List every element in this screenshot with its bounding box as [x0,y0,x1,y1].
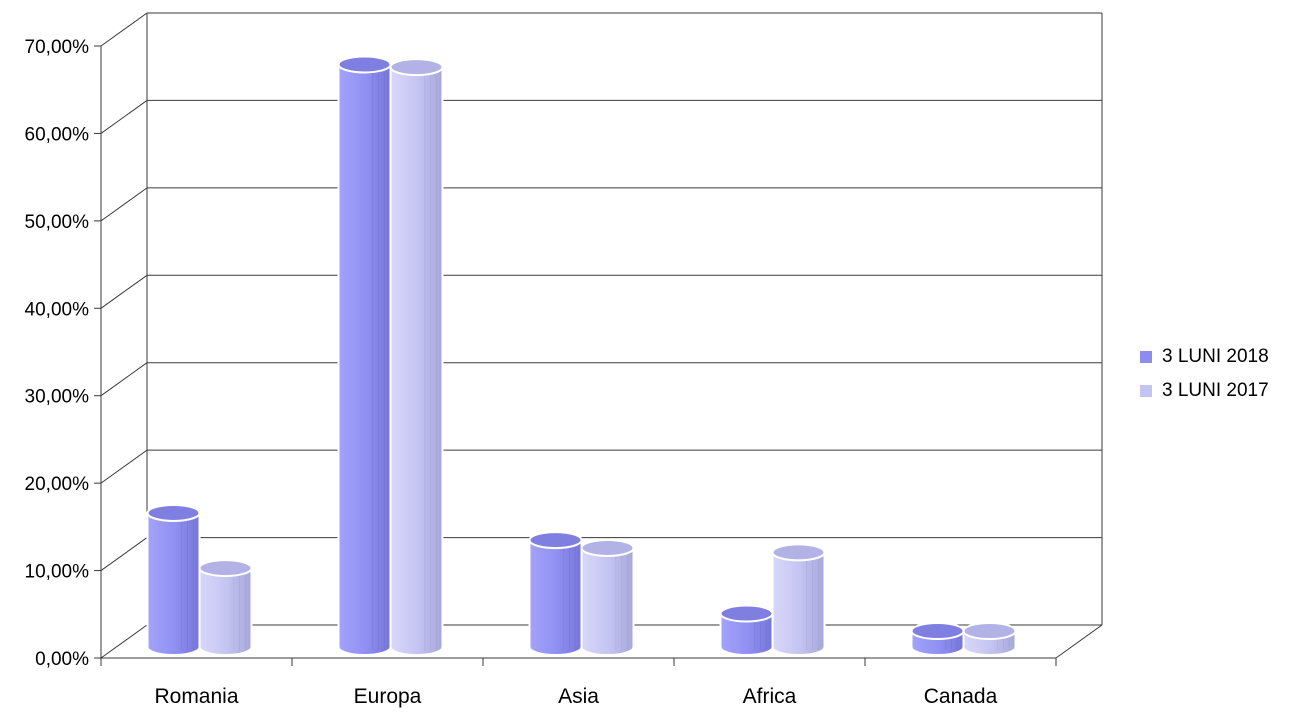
bar-0-3 [719,604,774,656]
x-tick-label: Europa [354,685,422,708]
gridline-side [100,274,148,309]
x-tick-label: Asia [558,685,599,708]
bar-cap [528,531,583,550]
legend-item-2017: 3 LUNI 2017 [1140,374,1269,408]
chart-axes [94,45,1103,666]
bar-1-2 [580,538,635,656]
bar-body [337,63,392,656]
bar-body [771,551,826,656]
floor-right-edge [1055,624,1103,659]
x-tick-label: Canada [924,685,998,708]
bar-body [146,511,201,656]
legend: 3 LUNI 2018 3 LUNI 2017 [1140,340,1269,408]
bar-cap [389,58,444,77]
bar-cap [198,559,253,578]
bar-cap [337,55,392,74]
y-tick-label: 20,00% [25,474,90,495]
bar-0-1 [337,55,392,656]
bar-1-1 [389,58,444,656]
bar-body [528,539,583,656]
legend-item-2018: 3 LUNI 2018 [1140,340,1269,374]
bar-1-3 [771,543,826,656]
legend-label-2018: 3 LUNI 2018 [1162,346,1269,367]
bar-cap [962,622,1017,641]
bar-cap [580,538,635,557]
bar-cap [910,622,965,641]
bar-1-4 [962,622,1017,656]
x-tick-label: Africa [743,685,797,708]
y-tick-label: 30,00% [25,387,90,408]
gridline-side [100,100,148,134]
gridline-side [100,12,148,47]
legend-swatch-2017 [1140,385,1152,397]
bar-0-4 [910,622,965,656]
legend-label-2017: 3 LUNI 2017 [1162,380,1269,401]
bar-0-0 [146,503,201,656]
y-tick-label: 60,00% [25,124,90,145]
chart-bars [146,55,1017,656]
y-tick-label: 50,00% [25,212,90,233]
bar-body [389,66,444,656]
bar-body [198,567,253,656]
gridline-side [100,624,148,659]
y-tick-label: 40,00% [25,299,90,320]
x-tick-label: Romania [154,685,238,708]
y-tick-label: 0,00% [35,649,89,670]
chart-walls [100,12,1103,659]
y-tick-label: 70,00% [25,37,90,58]
bar-body [580,546,635,656]
bar-cap [771,543,826,562]
chart-labels: 0,00% 10,00% 20,00% 30,00% 40,00% 50,00% 60,00… [25,37,998,708]
gridline-side [100,449,148,484]
gridline-side [100,187,148,222]
bar-cap [719,604,774,623]
bar-1-0 [198,559,253,656]
gridline-side [100,537,148,571]
gridline-side [100,362,148,397]
bar-cap [146,503,201,522]
y-tick-label: 10,00% [25,562,90,583]
legend-swatch-2018 [1140,351,1152,363]
bar-0-2 [528,531,583,656]
